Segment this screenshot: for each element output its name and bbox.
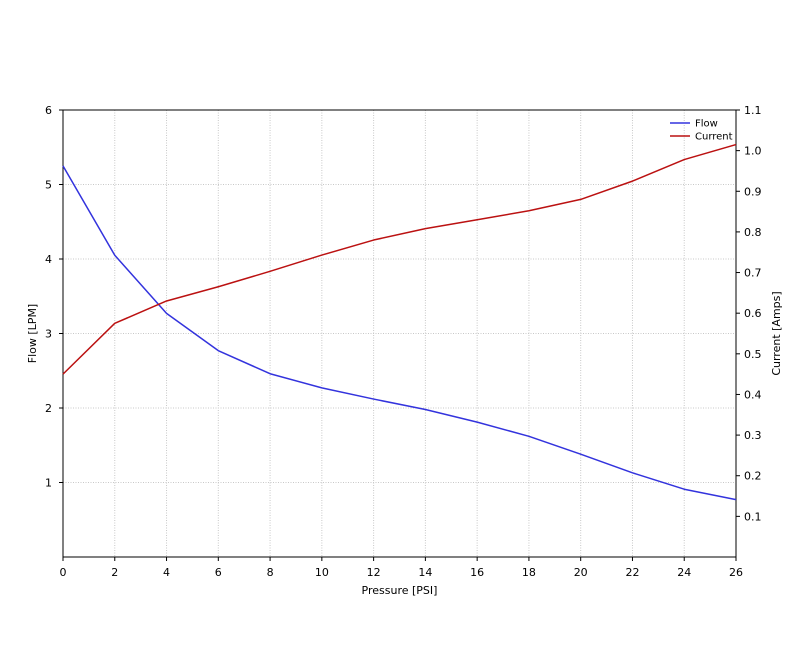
x-tick-label: 10: [315, 566, 329, 579]
series-lines: [62, 143, 737, 501]
x-tick-label: 2: [111, 566, 118, 579]
left-y-axis-ticks: 1 2 3 4 5 6: [45, 104, 63, 490]
grid-lines: [63, 110, 736, 557]
series-line-flow: [62, 165, 737, 501]
x-tick-label: 14: [418, 566, 432, 579]
legend: Flow Current: [670, 119, 733, 143]
left-y-tick-label: 1: [45, 477, 52, 490]
x-tick-label: 22: [625, 566, 639, 579]
right-y-tick-label: 0.8: [744, 226, 762, 239]
x-tick-label: 8: [267, 566, 274, 579]
right-y-tick-label: 0.6: [744, 307, 762, 320]
right-y-tick-label: 0.4: [744, 388, 762, 401]
series-line-current: [62, 143, 737, 375]
left-y-tick-label: 4: [45, 253, 52, 266]
x-tick-label: 12: [367, 566, 381, 579]
right-y-tick-label: 0.5: [744, 348, 762, 361]
x-axis-label: Pressure [PSI]: [362, 584, 438, 597]
right-y-tick-label: 0.3: [744, 429, 762, 442]
right-y-axis-ticks: 0.1 0.2 0.3 0.4 0.5 0.6 0.7 0.8 0.9 1.0 1.1: [736, 104, 762, 523]
x-tick-label: 16: [470, 566, 484, 579]
x-tick-label: 24: [677, 566, 691, 579]
left-y-tick-label: 5: [45, 179, 52, 192]
right-y-axis-label: Current [Amps]: [770, 291, 783, 375]
x-tick-label: 18: [522, 566, 536, 579]
x-tick-label: 4: [163, 566, 170, 579]
right-y-tick-label: 0.9: [744, 185, 762, 198]
left-y-tick-label: 6: [45, 104, 52, 117]
x-tick-label: 0: [60, 566, 67, 579]
x-tick-label: 6: [215, 566, 222, 579]
right-y-tick-label: 0.1: [744, 510, 762, 523]
x-axis-ticks: 0 2 4 6 8 10 12 14 16 18 20 22 24 26: [60, 557, 743, 579]
right-y-tick-label: 0.2: [744, 470, 762, 483]
right-y-tick-label: 1.1: [744, 104, 762, 117]
legend-label-flow: Flow: [695, 119, 718, 130]
x-tick-label: 26: [729, 566, 743, 579]
x-tick-label: 20: [574, 566, 588, 579]
left-y-axis-label: Flow [LPM]: [26, 304, 39, 363]
left-y-tick-label: 3: [45, 328, 52, 341]
left-y-tick-label: 2: [45, 402, 52, 415]
right-y-tick-label: 0.7: [744, 267, 762, 280]
legend-label-current: Current: [695, 132, 733, 143]
right-y-tick-label: 1.0: [744, 145, 762, 158]
